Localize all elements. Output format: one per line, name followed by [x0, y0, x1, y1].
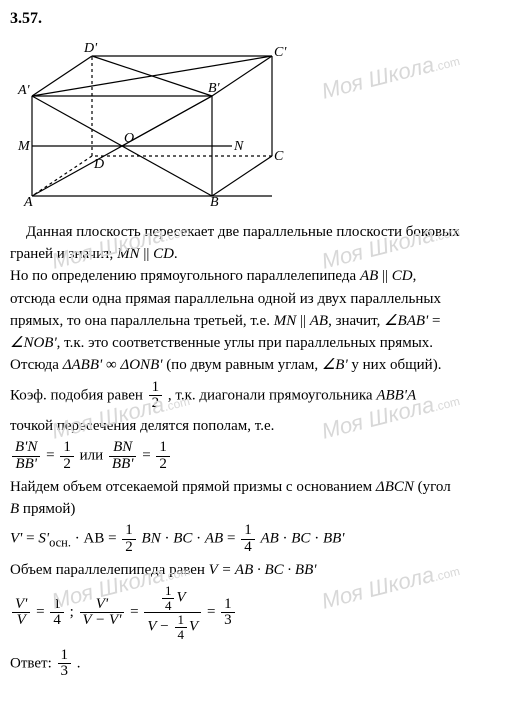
label-O: O	[124, 131, 134, 146]
similarity-coef: Коэф. подобия равен 12 , т.к. диагонали …	[10, 380, 508, 413]
volume-prism: V' = S'осн. · AB = 12 BN · BC · AB = 14 …	[10, 523, 508, 556]
volume-ratio: V'V = 14 ; V'V − V' = 14V V − 14V = 13	[10, 584, 508, 642]
paragraph: прямых, то она параллельна третьей, т.е.…	[10, 311, 508, 331]
label-Cp: C'	[274, 45, 287, 60]
paragraph: Но по определению прямоугольного паралле…	[10, 266, 508, 286]
label-Ap: A'	[17, 83, 31, 98]
label-C: C	[274, 149, 284, 164]
paragraph: Объем параллелепипеда равен V = AB · BC …	[10, 560, 508, 580]
label-Bp: B'	[208, 81, 221, 96]
paragraph: Данная плоскость пересекает две параллел…	[10, 222, 508, 242]
ratio-equations: B'NBB' = 12 или BNBB' = 12	[10, 440, 508, 473]
paragraph: Отсюда ΔABB' ∞ ΔONB' (по двум равным угл…	[10, 355, 508, 375]
paragraph: ∠NOB', т.к. это соответственные углы при…	[10, 333, 508, 353]
paragraph: граней и значит, MN || CD.	[10, 244, 508, 264]
label-N: N	[233, 139, 244, 154]
paragraph: B прямой)	[10, 499, 508, 519]
label-Dp: D'	[83, 41, 98, 56]
answer: Ответ: 13 .	[10, 648, 508, 681]
label-A: A	[23, 195, 33, 206]
label-M: M	[17, 139, 31, 154]
label-D: D	[93, 157, 104, 172]
paragraph: точкой пересечения делятся пополам, т.е.	[10, 416, 508, 436]
problem-number: 3.57.	[10, 8, 508, 30]
paragraph: отсюда если одна прямая параллельна одно…	[10, 289, 508, 309]
paragraph: Найдем объем отсекаемой прямой призмы с …	[10, 477, 508, 497]
watermark: Моя Школа.com	[319, 43, 463, 106]
label-B: B	[210, 195, 219, 206]
parallelepiped-diagram: A B C D A' B' C' D' M N O	[12, 36, 302, 206]
